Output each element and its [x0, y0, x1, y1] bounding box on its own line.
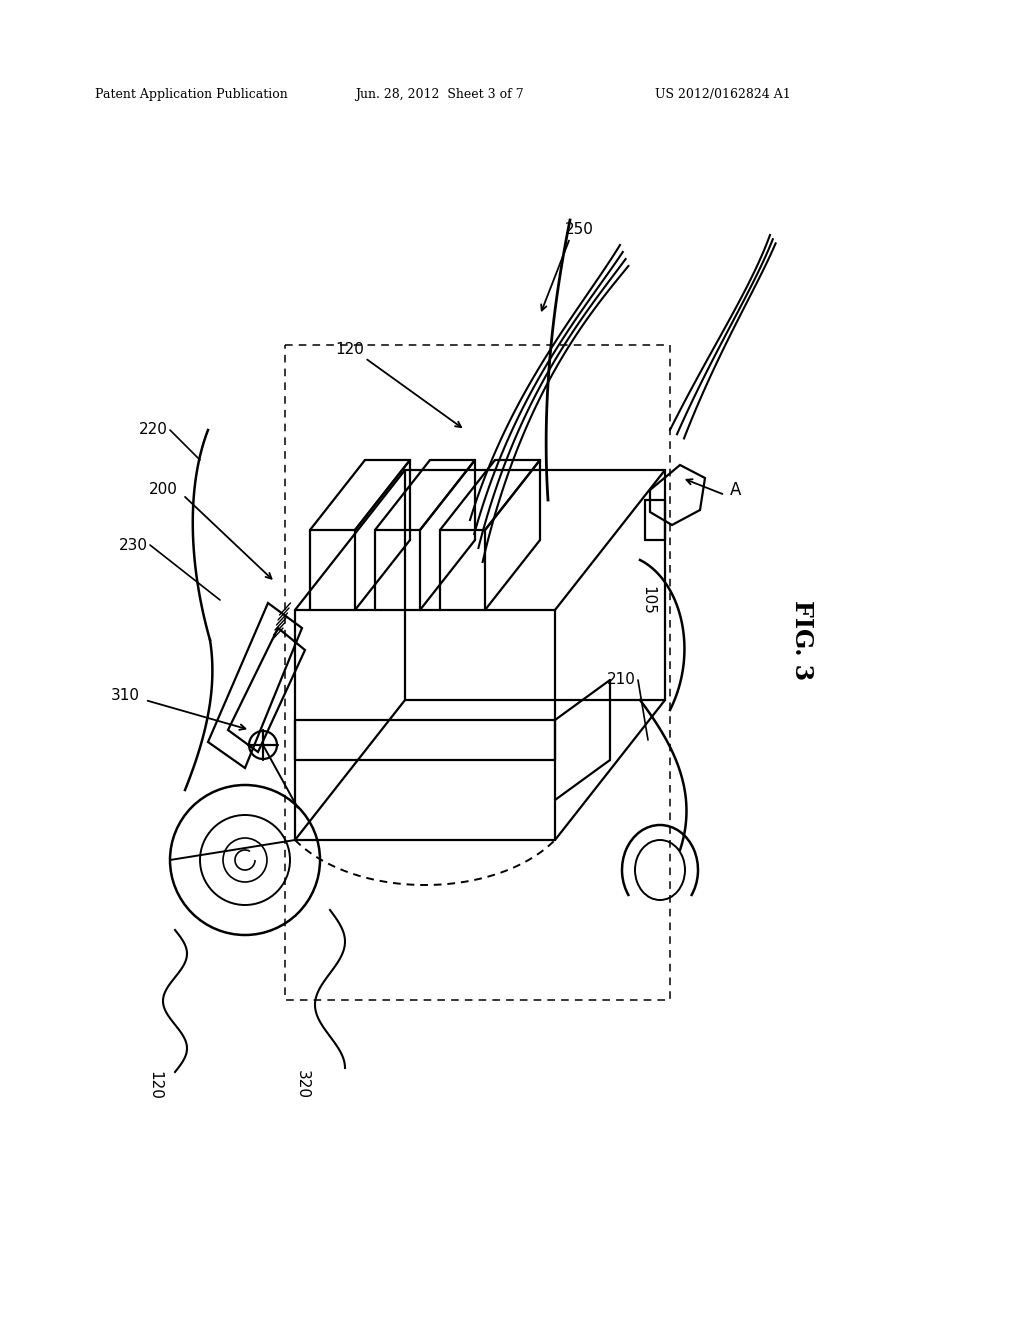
Text: 120: 120 [147, 1071, 162, 1100]
Text: FIG. 3: FIG. 3 [790, 599, 814, 680]
Text: 105: 105 [640, 586, 655, 614]
Text: A: A [730, 480, 741, 499]
Text: Patent Application Publication: Patent Application Publication [95, 88, 288, 102]
Text: 320: 320 [295, 1071, 310, 1100]
Text: Jun. 28, 2012  Sheet 3 of 7: Jun. 28, 2012 Sheet 3 of 7 [355, 88, 523, 102]
Text: US 2012/0162824 A1: US 2012/0162824 A1 [655, 88, 791, 102]
Text: 230: 230 [119, 537, 148, 553]
Text: 200: 200 [150, 483, 178, 498]
Text: 310: 310 [111, 688, 140, 702]
Text: 250: 250 [565, 223, 594, 238]
Text: 120: 120 [335, 342, 364, 358]
Text: 220: 220 [139, 422, 168, 437]
Text: 210: 210 [607, 672, 636, 688]
